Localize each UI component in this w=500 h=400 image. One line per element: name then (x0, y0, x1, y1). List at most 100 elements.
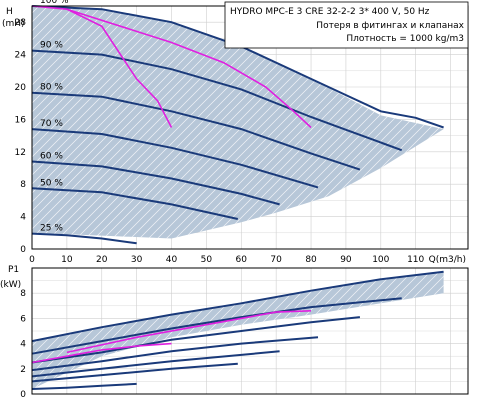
hatch-line (32, 6, 163, 239)
axis-ticks: 0 10 20 30 40 50 60 70 80 90 100 110048121620242802… (15, 18, 425, 400)
hatch-line (455, 0, 500, 400)
hatch-line (346, 6, 444, 239)
x-tick-label: 80 (305, 255, 317, 265)
hatch-line (491, 0, 500, 400)
hatch-line (427, 271, 444, 389)
hatch-line (0, 0, 279, 400)
x-tick-label: 10 (61, 255, 73, 265)
hatch-line (103, 271, 444, 389)
hatch-line (292, 6, 444, 239)
hatch-line (446, 0, 500, 400)
hatch-line (301, 6, 444, 239)
hatch-line (391, 271, 444, 389)
hatch-line (32, 6, 118, 239)
power-system-curve (66, 310, 312, 354)
power-plot-frame (31, 267, 469, 395)
power-axis-unit: (kW) (0, 280, 21, 290)
hatch-line (32, 6, 127, 239)
speed-label: 60 % (40, 152, 63, 162)
hatch-line (473, 0, 500, 400)
power-operating-area (32, 271, 444, 389)
power-system-curves (31, 310, 312, 364)
power-curve-100 (31, 270, 444, 343)
hatch-line (32, 6, 172, 239)
head-system-curve (31, 5, 173, 128)
hatch-line (32, 6, 145, 239)
head-system-curve (66, 8, 312, 129)
head-speed-curves (31, 5, 444, 245)
x-tick-label: 20 (96, 255, 108, 265)
head-speed-labels: 100 % 90 % 80 % 70 % 60 % 50 % 25 % (40, 0, 69, 234)
head-y-tick-label: 24 (15, 51, 27, 61)
head-y-tick-label: 20 (15, 83, 27, 93)
head-y-tick-label: 12 (15, 148, 26, 158)
power-y-tick-label: 2 (20, 365, 26, 375)
info-title: HYDRO MPC-E 3 CRE 32-2-2 3* 400 V, 50 Hz (230, 7, 430, 17)
hatch-line (328, 6, 444, 239)
speed-label: 90 % (40, 41, 63, 51)
hatch-line (0, 0, 9, 400)
hatch-line (355, 271, 444, 389)
x-tick-label: 50 (201, 255, 213, 265)
speed-label: 25 % (40, 224, 63, 234)
hatch-line (482, 0, 500, 400)
hatch-line (473, 0, 500, 400)
hatch-line (382, 271, 444, 389)
info-box (224, 1, 469, 49)
hatch-line (319, 6, 444, 239)
flow-axis-label: Q(m3/h) (429, 255, 466, 265)
hatch-line (0, 0, 324, 400)
hatch-line (32, 6, 109, 239)
hatch-line (32, 6, 244, 239)
power-y-tick-label: 6 (20, 314, 26, 324)
hatch-line (32, 271, 415, 389)
hatch-line (482, 0, 500, 400)
head-y-tick-label: 16 (15, 115, 27, 125)
power-y-tick-label: 0 (20, 390, 26, 400)
hatch-line (364, 6, 444, 239)
hatch-line (319, 271, 444, 389)
hatch-line (455, 0, 500, 400)
hatch-line (85, 271, 444, 389)
speed-label: 100 % (40, 0, 69, 6)
hatch-line (391, 6, 444, 239)
hatch-line (32, 271, 433, 389)
head-axis-label: H (6, 7, 13, 17)
power-curve-70 (31, 336, 319, 372)
hatch-line (0, 0, 306, 400)
head-y-tick-label: 8 (20, 180, 26, 190)
head-curve-70 (31, 128, 319, 189)
x-tick-label: 0 (29, 255, 35, 265)
hatch-line (121, 271, 444, 389)
info-density: Плотность = 1000 kg/m3 (346, 34, 464, 44)
hatch-line (32, 271, 424, 389)
head-curve-100 (31, 5, 444, 129)
hatch-line (292, 271, 444, 389)
head-y-tick-label: 28 (15, 18, 27, 28)
speed-label: 80 % (40, 83, 63, 93)
hatch-line (112, 271, 444, 389)
x-tick-label: 60 (236, 255, 248, 265)
head-curve-90 (31, 49, 403, 152)
hatch-line (40, 271, 442, 389)
hatch-line (491, 0, 500, 400)
hatch-line (373, 271, 444, 389)
hatch-line (418, 271, 444, 389)
hatch-line (427, 6, 444, 239)
hatch-line (328, 271, 444, 389)
hatch-line (0, 0, 270, 400)
power-curve-80 (31, 316, 361, 364)
head-y-tick-label: 0 (20, 245, 26, 255)
power-y-tick-label: 4 (20, 340, 26, 350)
power-curve-90 (31, 297, 402, 355)
hatch-line (337, 271, 444, 389)
hatch-line (58, 271, 444, 389)
hatch-line (382, 6, 444, 239)
x-tick-label: 100 (372, 255, 389, 265)
head-curve-50 (31, 187, 239, 220)
hatch-line (409, 271, 444, 389)
hatch-line (310, 271, 444, 389)
speed-label: 70 % (40, 119, 63, 129)
power-system-curve (31, 342, 172, 364)
